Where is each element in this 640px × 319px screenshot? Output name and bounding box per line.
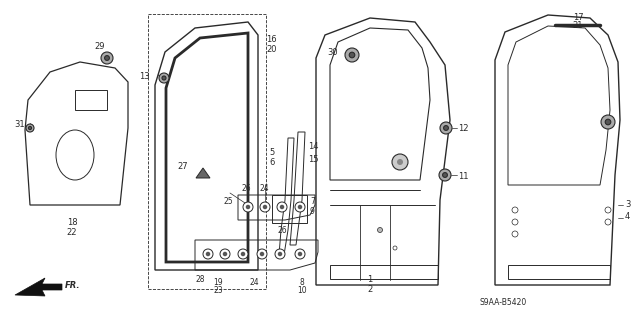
Text: 21: 21 (573, 21, 583, 30)
Text: 22: 22 (67, 228, 77, 237)
Circle shape (257, 249, 267, 259)
Circle shape (260, 252, 264, 256)
Text: 24: 24 (249, 278, 259, 287)
Text: 26: 26 (277, 226, 287, 235)
Circle shape (162, 76, 166, 80)
Text: 29: 29 (95, 42, 105, 51)
Text: 12: 12 (458, 124, 468, 133)
Circle shape (440, 122, 452, 134)
Circle shape (378, 227, 383, 233)
Text: 25: 25 (223, 197, 233, 206)
Circle shape (205, 252, 211, 256)
Circle shape (220, 249, 230, 259)
Circle shape (241, 252, 245, 256)
Circle shape (444, 126, 449, 130)
Circle shape (298, 205, 302, 209)
Circle shape (397, 159, 403, 165)
Circle shape (246, 205, 250, 209)
Text: 9: 9 (310, 207, 315, 216)
Circle shape (345, 48, 359, 62)
Circle shape (263, 205, 268, 209)
Polygon shape (196, 168, 210, 178)
Text: 16: 16 (266, 35, 276, 44)
Circle shape (601, 115, 615, 129)
Bar (75, 90, 107, 110)
Text: 18: 18 (67, 218, 77, 227)
Text: 8: 8 (300, 278, 305, 287)
Text: 19: 19 (213, 278, 223, 287)
Text: 23: 23 (213, 286, 223, 295)
Text: 3: 3 (625, 200, 630, 209)
Bar (508, 265, 610, 279)
Bar (330, 265, 438, 279)
Circle shape (101, 52, 113, 64)
Circle shape (238, 249, 248, 259)
Circle shape (277, 202, 287, 212)
Circle shape (278, 252, 282, 256)
Text: 11: 11 (458, 172, 468, 181)
Circle shape (443, 173, 447, 177)
Text: S9AA-B5420: S9AA-B5420 (480, 298, 527, 307)
Text: 6: 6 (269, 158, 275, 167)
Circle shape (605, 119, 611, 125)
Circle shape (260, 202, 270, 212)
Text: 4: 4 (625, 212, 630, 221)
Circle shape (298, 252, 302, 256)
Circle shape (392, 154, 408, 170)
Text: FR.: FR. (65, 281, 81, 290)
Circle shape (28, 126, 31, 130)
Text: 15: 15 (308, 155, 319, 164)
Text: 2: 2 (367, 285, 372, 294)
Text: 26: 26 (241, 184, 251, 193)
Text: 28: 28 (195, 275, 205, 284)
Text: 10: 10 (297, 286, 307, 295)
Text: 20: 20 (266, 45, 276, 54)
Text: 13: 13 (140, 72, 150, 81)
Circle shape (203, 249, 213, 259)
Circle shape (26, 124, 34, 132)
Circle shape (295, 202, 305, 212)
Circle shape (275, 249, 285, 259)
Circle shape (295, 249, 305, 259)
Text: 5: 5 (269, 148, 275, 157)
Text: 1: 1 (367, 275, 372, 284)
Circle shape (159, 73, 169, 83)
Bar (148, 14, 266, 289)
Text: 31: 31 (14, 120, 24, 129)
Text: 30: 30 (328, 48, 338, 57)
Text: 24: 24 (259, 184, 269, 193)
Circle shape (349, 52, 355, 58)
Circle shape (223, 252, 227, 256)
Circle shape (243, 202, 253, 212)
Text: 27: 27 (177, 162, 188, 171)
Circle shape (439, 169, 451, 181)
Circle shape (280, 205, 284, 209)
Text: 17: 17 (573, 13, 583, 22)
Bar (272, 195, 307, 223)
Text: 14: 14 (308, 142, 319, 151)
Polygon shape (15, 278, 62, 296)
Circle shape (104, 56, 109, 60)
Text: 7: 7 (310, 197, 315, 206)
